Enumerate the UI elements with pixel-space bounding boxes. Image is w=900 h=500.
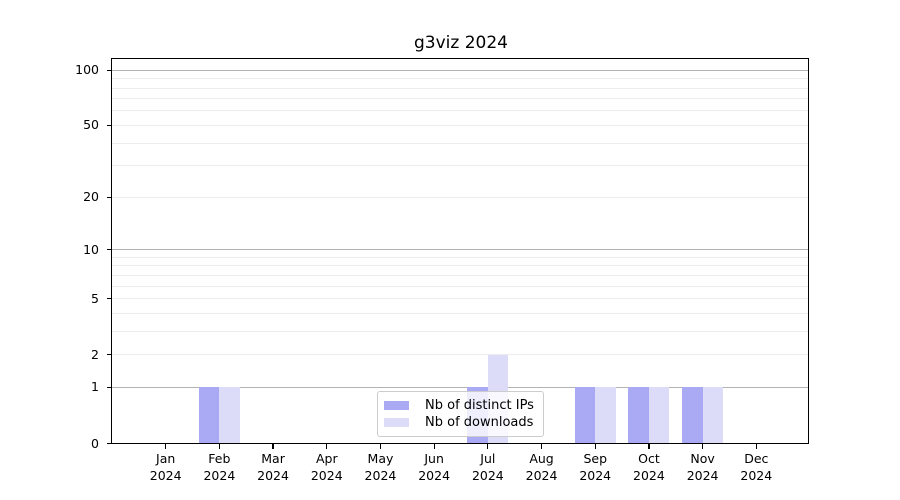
gridline-minor	[112, 354, 809, 356]
y-axis-tick	[107, 69, 112, 71]
gridline-minor	[112, 256, 809, 258]
bar-downloads-oct	[648, 387, 670, 444]
x-tick-label: Apr 2024	[310, 451, 343, 483]
x-tick-label: Jun 2024	[418, 451, 451, 483]
gridline-minor	[112, 165, 809, 167]
y-axis-tick	[107, 196, 112, 198]
gridline-minor	[112, 124, 809, 126]
bar-distinct-ips-nov	[682, 387, 703, 444]
y-axis-tick	[107, 442, 112, 445]
gridline-minor	[112, 274, 809, 276]
legend-item-downloads: Nb of downloads	[384, 415, 535, 430]
bar-distinct-ips-sep	[574, 387, 596, 444]
legend-swatch-downloads-icon	[384, 418, 409, 427]
bar-distinct-ips-feb	[198, 387, 220, 444]
gridline-major	[112, 249, 809, 251]
x-tick-label: May 2024	[364, 451, 397, 483]
y-axis-tick	[107, 386, 112, 389]
x-axis-tick	[755, 444, 757, 449]
bar-downloads-feb	[219, 387, 240, 444]
chart-title: g3viz 2024	[414, 33, 508, 53]
y-tick-label: 10	[83, 241, 99, 257]
gridline-minor	[112, 98, 809, 100]
legend-label-distinct-ips: Nb of distinct IPs	[425, 398, 534, 413]
y-tick-label: 20	[83, 189, 99, 205]
x-axis-tick	[326, 444, 328, 449]
x-axis-tick	[702, 444, 704, 449]
x-tick-label: Oct 2024	[633, 451, 665, 483]
x-tick-label: Jul 2024	[471, 451, 504, 483]
y-axis-tick	[107, 354, 112, 356]
bar-downloads-sep	[595, 387, 616, 444]
x-tick-label: Nov 2024	[686, 451, 719, 483]
x-axis-tick	[487, 444, 489, 449]
y-tick-label: 5	[91, 290, 99, 306]
gridline-minor	[112, 78, 809, 80]
bar-distinct-ips-oct	[628, 387, 649, 444]
x-axis-tick	[165, 444, 167, 449]
x-tick-label: Feb 2024	[203, 451, 236, 483]
bar-downloads-nov	[702, 387, 724, 444]
x-axis-tick	[540, 444, 543, 449]
legend: Nb of distinct IPs Nb of downloads	[377, 391, 544, 437]
y-tick-label: 100	[75, 62, 99, 78]
legend-swatch-distinct-ips-icon	[384, 401, 409, 410]
x-axis-tick	[218, 444, 220, 449]
y-tick-label: 50	[83, 117, 99, 133]
y-axis-tick	[107, 124, 112, 127]
y-tick-label: 0	[91, 435, 99, 451]
gridline-minor	[112, 285, 809, 287]
x-axis-tick	[379, 444, 382, 449]
gridline-major	[112, 386, 809, 388]
x-tick-label: Jan 2024	[149, 451, 182, 483]
x-tick-label: Aug 2024	[525, 451, 558, 483]
gridline-minor	[112, 87, 809, 89]
gridline-major	[112, 69, 809, 71]
x-axis-tick	[594, 444, 596, 449]
x-axis-tick	[648, 444, 650, 449]
x-tick-label: Dec 2024	[740, 451, 773, 483]
x-tick-label: Mar 2024	[257, 451, 289, 483]
gridline-minor	[112, 142, 809, 144]
y-axis-tick	[107, 297, 112, 300]
legend-label-downloads: Nb of downloads	[425, 415, 534, 430]
y-tick-label: 2	[91, 346, 99, 362]
gridline-minor	[112, 330, 809, 332]
gridline-minor	[112, 196, 809, 198]
y-tick-label: 1	[91, 379, 99, 395]
gridline-minor	[112, 298, 809, 300]
legend-item-distinct-ips: Nb of distinct IPs	[384, 398, 535, 413]
gridline-minor	[112, 110, 809, 112]
x-tick-label: Sep 2024	[579, 451, 612, 483]
gridline-minor	[112, 312, 809, 314]
x-axis-tick	[272, 444, 274, 449]
x-axis-tick	[433, 444, 435, 449]
gridline-minor	[112, 265, 809, 267]
y-axis-tick	[107, 248, 112, 251]
